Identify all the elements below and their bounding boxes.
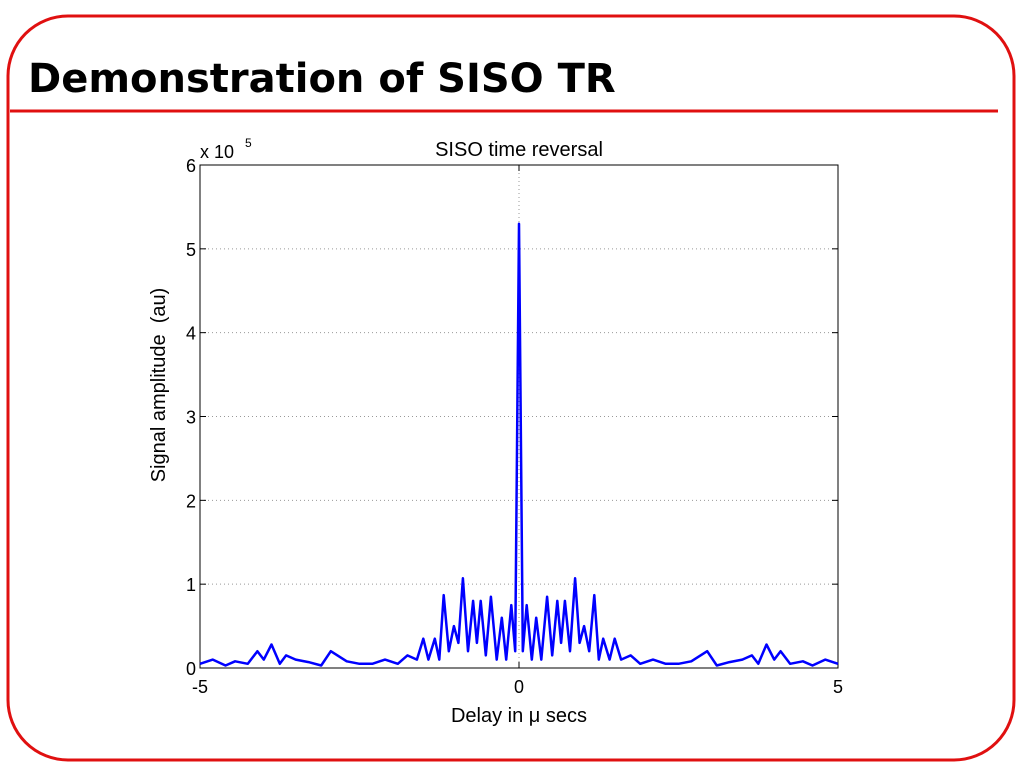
x-axis-label: Delay in μ secs xyxy=(451,705,587,727)
y-tick-label: 2 xyxy=(186,491,196,511)
x-tick-label: -5 xyxy=(192,677,208,697)
slide-title: Demonstration of SISO TR xyxy=(28,56,616,102)
chart-title: SISO time reversal xyxy=(435,139,603,161)
y-tick-label: 1 xyxy=(186,575,196,595)
y-tick-label: 3 xyxy=(186,408,196,428)
y-tick-label: 5 xyxy=(186,240,196,260)
y-tick-label: 6 xyxy=(186,156,196,176)
y-tick-label: 0 xyxy=(186,659,196,679)
line xyxy=(199,222,839,667)
y-multiplier: x 10 xyxy=(200,142,234,162)
y-axis-label: Signal amplitude (au) xyxy=(148,288,170,483)
y-tick-label: 4 xyxy=(186,324,196,344)
y-multiplier-exponent: 5 xyxy=(245,136,252,150)
x-tick-label: 5 xyxy=(833,677,843,697)
x-tick-label: 0 xyxy=(514,677,524,697)
slide-border xyxy=(6,14,1016,762)
axes-box xyxy=(199,164,839,669)
